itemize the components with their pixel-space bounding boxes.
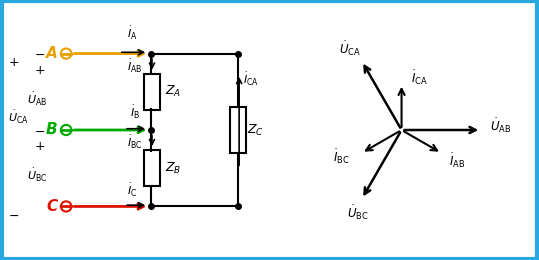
Text: B: B bbox=[46, 122, 58, 138]
Text: $\dot{I}_{\rm CA}$: $\dot{I}_{\rm CA}$ bbox=[411, 68, 427, 87]
Text: $\dot{I}_{\rm BC}$: $\dot{I}_{\rm BC}$ bbox=[127, 134, 143, 151]
Bar bbox=[230, 107, 246, 153]
Text: $Z_B$: $Z_B$ bbox=[164, 161, 181, 176]
Text: $+$: $+$ bbox=[34, 64, 45, 77]
Text: $\dot{I}_{\rm AB}$: $\dot{I}_{\rm AB}$ bbox=[450, 152, 466, 170]
Text: $\dot{U}_{\rm AB}$: $\dot{U}_{\rm AB}$ bbox=[490, 117, 512, 135]
Text: $\dot{I}_{\rm C}$: $\dot{I}_{\rm C}$ bbox=[127, 182, 137, 199]
Bar bbox=[144, 150, 160, 186]
Text: $\dot{U}_{\rm AB}$: $\dot{U}_{\rm AB}$ bbox=[26, 91, 47, 108]
Text: $\dot{U}_{\rm CA}$: $\dot{U}_{\rm CA}$ bbox=[8, 109, 29, 126]
Bar bbox=[146, 152, 158, 185]
Text: $\dot{U}_{\rm BC}$: $\dot{U}_{\rm BC}$ bbox=[347, 203, 369, 222]
Bar bbox=[144, 74, 160, 110]
Text: $-$: $-$ bbox=[8, 209, 19, 222]
Bar bbox=[146, 75, 158, 108]
Text: $\dot{I}_{\rm CA}$: $\dot{I}_{\rm CA}$ bbox=[243, 70, 259, 88]
Text: $\dot{U}_{\rm BC}$: $\dot{U}_{\rm BC}$ bbox=[26, 167, 47, 184]
Text: $-$: $-$ bbox=[34, 125, 45, 138]
Text: $\dot{I}_{\rm A}$: $\dot{I}_{\rm A}$ bbox=[127, 25, 137, 42]
Text: $+$: $+$ bbox=[8, 56, 19, 69]
Text: C: C bbox=[46, 199, 57, 214]
Text: $Z_C$: $Z_C$ bbox=[247, 122, 264, 138]
Text: $-$: $-$ bbox=[34, 48, 45, 61]
Text: $\dot{I}_{\rm B}$: $\dot{I}_{\rm B}$ bbox=[130, 104, 140, 121]
Text: $Z_A$: $Z_A$ bbox=[164, 84, 181, 99]
Text: A: A bbox=[46, 46, 58, 61]
Text: $+$: $+$ bbox=[34, 140, 45, 153]
Text: $\dot{U}_{\rm CA}$: $\dot{U}_{\rm CA}$ bbox=[339, 40, 361, 58]
Text: $\dot{I}_{\rm AB}$: $\dot{I}_{\rm AB}$ bbox=[127, 58, 143, 75]
Text: $\dot{I}_{\rm BC}$: $\dot{I}_{\rm BC}$ bbox=[333, 148, 350, 166]
Bar bbox=[231, 108, 244, 152]
